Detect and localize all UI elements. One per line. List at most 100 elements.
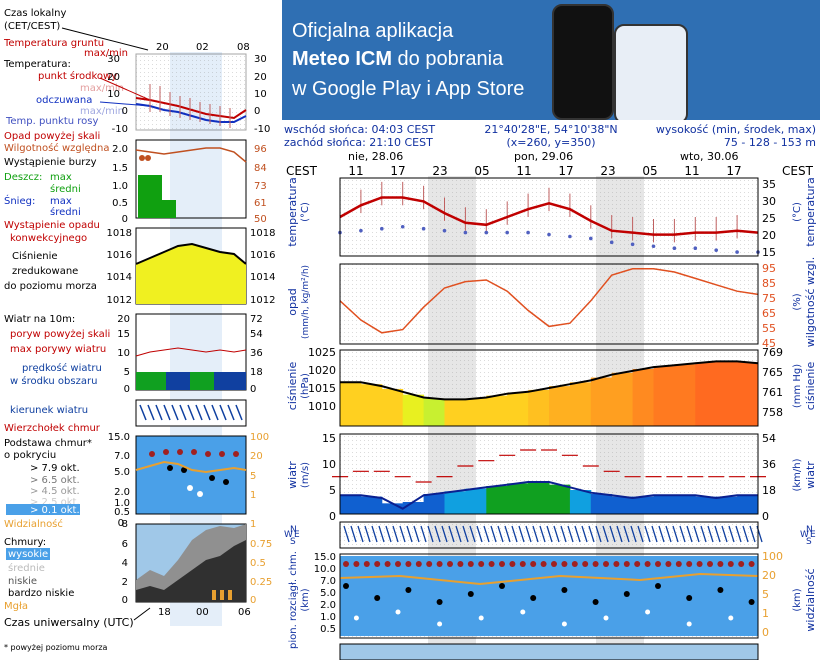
- dew-point-dot: [568, 234, 572, 239]
- wind-barb: [714, 525, 721, 543]
- panel-frame-wind: [339, 433, 759, 515]
- wind-barb: [420, 525, 427, 543]
- app-banner[interactable]: Oficjalna aplikacja Meteo ICM do pobrani…: [282, 0, 820, 120]
- dew-point-dot: [484, 230, 489, 235]
- cloud-right-unit: (km): [792, 588, 803, 611]
- wind-barb: [728, 525, 735, 543]
- cloud-base-dot: [592, 599, 599, 605]
- cloud-top-dot: [478, 561, 485, 567]
- humidity-tick: 85: [762, 277, 776, 290]
- wind-barb: [735, 525, 742, 543]
- wind-barb: [343, 525, 350, 543]
- wind-barb: [392, 525, 399, 543]
- cl-right-tick-075: 0.75: [250, 539, 272, 550]
- wind-barb: [476, 525, 483, 543]
- pressure-line: [340, 360, 759, 401]
- rain-max-label: max: [50, 172, 72, 183]
- banner-brand: Meteo ICM: [292, 48, 392, 70]
- precip-left-unit: (mm/h, kg/m²/h): [301, 265, 311, 339]
- local-tick-02: 02: [196, 42, 209, 53]
- press-right-unit: (mm Hg): [792, 364, 803, 408]
- pressure-area-segment: [402, 394, 425, 426]
- cloud-base-dot: [748, 599, 755, 605]
- side-labels: temperatura (°C) (°C) temperatura opad (…: [286, 177, 817, 649]
- wind-barb: [364, 525, 371, 543]
- footnote: * powyżej poziomu morza: [4, 643, 108, 652]
- hour-label: 17: [726, 164, 741, 178]
- cloud-low-dot: [437, 621, 443, 627]
- precip-left-tick-1: 1.0: [112, 181, 128, 192]
- press-right-tick: 769: [762, 346, 783, 359]
- wind-barb: [616, 525, 623, 543]
- dew-point-dot: [400, 224, 405, 229]
- dew-point-dot: [630, 242, 635, 247]
- pressure-area-segment: [360, 384, 383, 426]
- panel-frame-cloud: [339, 553, 759, 639]
- wind-area-segment: [528, 482, 550, 514]
- cloud-base-dot: [499, 583, 505, 589]
- wind-left-tick-0: 0: [124, 384, 130, 395]
- temp-right-tick-20: 20: [254, 72, 267, 83]
- press-right-tick-1018: 1018: [250, 228, 275, 239]
- wind-barb: [588, 525, 595, 543]
- wind-barb: [707, 525, 714, 543]
- cest-right: CEST: [782, 164, 814, 178]
- cloud-left-tick: 0.5: [320, 624, 336, 635]
- precip-right-tick-96: 96: [254, 144, 267, 155]
- wind-barb: [525, 525, 532, 543]
- max-gusts-label: max porywy wiatru: [10, 344, 106, 355]
- cb-right-tick-100: 100: [250, 432, 269, 443]
- humidity-line: [339, 268, 759, 334]
- humidity-tick: 95: [762, 262, 776, 275]
- wind-area-segment: [695, 496, 717, 514]
- wind-barb: [651, 525, 658, 543]
- cloud-top-dot: [634, 561, 641, 567]
- wind-barb: [581, 525, 588, 543]
- wind-area-segment: [653, 495, 675, 514]
- press-right-tick: 761: [762, 386, 783, 399]
- cloud-top-dot: [374, 561, 381, 567]
- wind-area-segment: [486, 486, 508, 514]
- wind-barb: [749, 525, 756, 543]
- pressure-area-segment: [465, 398, 487, 426]
- wind-area-segment: [381, 503, 404, 514]
- wind-right-tick: 0: [762, 510, 769, 523]
- cloud-right-tick: 0: [762, 626, 769, 639]
- clouds-very-low-label: bardzo niskie: [8, 588, 74, 599]
- cloud-top-dot: [717, 561, 724, 567]
- cloud-base-dot: [343, 583, 349, 589]
- wind-barb: [686, 525, 693, 543]
- dew-point-dot: [380, 226, 384, 231]
- cloud-cover-label: o pokryciu: [4, 450, 56, 461]
- compass-n-right: N: [806, 525, 813, 535]
- snow-max-label: max: [50, 196, 72, 207]
- wind-left-tick-10: 10: [117, 348, 130, 359]
- cloud-base-dot: [561, 587, 568, 593]
- wind-barb: [693, 525, 700, 543]
- header-info: wschód słońca: 04:03 CEST zachód słońca:…: [284, 123, 816, 149]
- banner-line-2-rest: do pobrania: [392, 48, 504, 70]
- cloud-left-tick: 2.0: [320, 600, 336, 611]
- panel-frame-press: [339, 349, 759, 427]
- pressure-area-segment: [549, 386, 571, 426]
- temp-right-tick-m10: -10: [254, 124, 270, 135]
- utc-label: Czas uniwersalny (UTC): [4, 616, 134, 629]
- max-min-faint-2: max/min: [80, 106, 124, 117]
- cloud-base-dot: [467, 591, 474, 597]
- wind-left-tick-20: 20: [117, 314, 130, 325]
- cloud-top-dot: [519, 561, 526, 567]
- max-min-faint: max/min: [80, 83, 124, 94]
- wind-barb: [441, 525, 448, 543]
- local-tick-08: 08: [237, 42, 250, 53]
- main-plots: 3530252015958575655545102510201015101076…: [308, 176, 783, 660]
- cb-right-tick-20: 20: [250, 451, 263, 462]
- wind-barb: [553, 525, 560, 543]
- cloud-top-dot: [353, 561, 360, 567]
- press-left-tick-1016: 1016: [107, 250, 132, 261]
- temp-left-tick-m10: -10: [112, 124, 128, 135]
- wind-right-tick-54: 54: [250, 329, 263, 340]
- wind-barb: [490, 525, 497, 543]
- fog-label: Mgła: [4, 601, 28, 612]
- dew-point-dot: [359, 228, 363, 233]
- cloud-top-dot: [623, 561, 630, 567]
